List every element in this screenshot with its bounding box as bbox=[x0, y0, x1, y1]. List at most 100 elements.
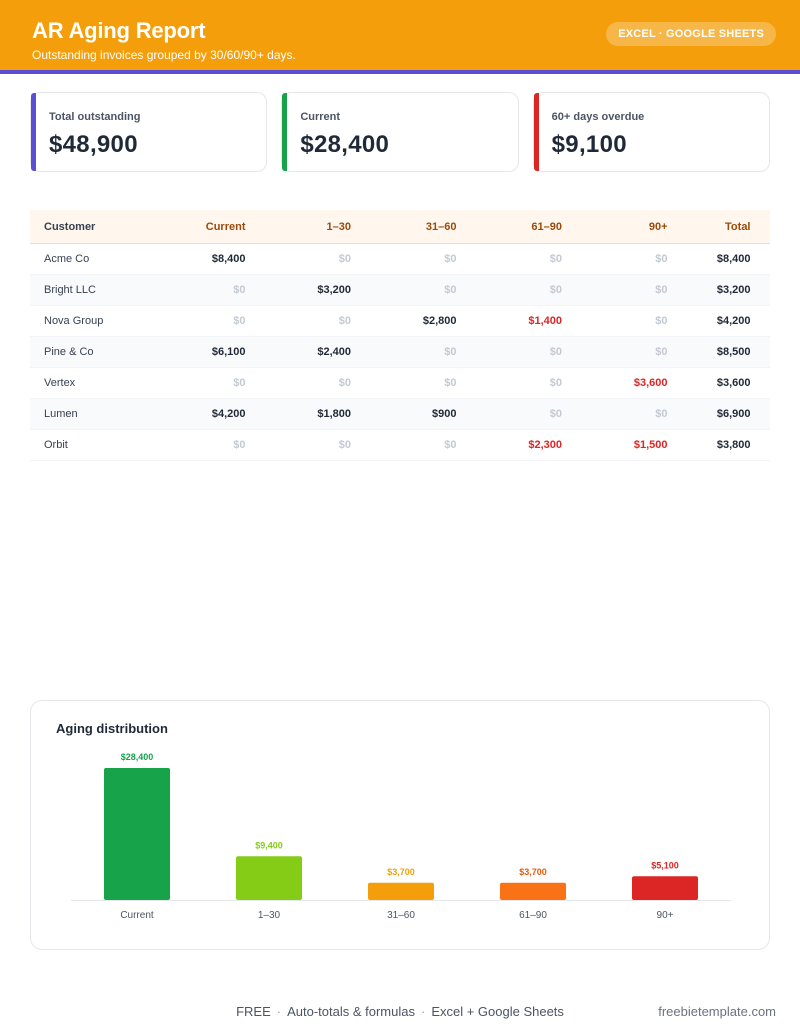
cell-31-60: $2,800 bbox=[422, 315, 457, 327]
cell-total: $6,900 bbox=[716, 408, 751, 420]
column-header-31-60: 31–60 bbox=[425, 220, 457, 233]
cell-1-30: $2,400 bbox=[317, 346, 351, 358]
cell-90-plus: $0 bbox=[655, 253, 668, 265]
bar-1 bbox=[236, 856, 302, 900]
card-value: $48,900 bbox=[49, 131, 138, 158]
bar-value-label: $5,100 bbox=[651, 860, 679, 870]
category-label: 31–60 bbox=[387, 910, 415, 921]
cell-90-plus: $0 bbox=[655, 408, 668, 420]
format-badge: EXCEL · GOOGLE SHEETS bbox=[606, 22, 776, 46]
bar-3 bbox=[500, 882, 566, 900]
table-row: Orbit $0 $0 $0 $2,300 $1,500 $3,800 bbox=[30, 430, 770, 461]
column-header-total: Total bbox=[725, 220, 751, 233]
bar-value-label: $3,700 bbox=[519, 867, 547, 877]
aging-bar-chart: $28,400 Current $9,400 1–30 $3,700 31–60 $3,70… bbox=[71, 752, 731, 921]
cell-current: $6,100 bbox=[211, 346, 246, 358]
aging-chart-card: Aging distribution $28,400 Current $9,400 1… bbox=[30, 700, 770, 950]
footer: FREE · Auto-totals & formulas · Excel + Goog… bbox=[0, 1004, 800, 1022]
column-header-61-90: 61–90 bbox=[531, 220, 562, 233]
footer-site-link[interactable]: freebietemplate.com bbox=[658, 1004, 776, 1019]
footer-item-free: FREE bbox=[236, 1004, 271, 1019]
cell-90-plus: $3,600 bbox=[633, 377, 668, 389]
cell-90-plus: $1,500 bbox=[633, 439, 668, 451]
cell-31-60: $0 bbox=[444, 346, 457, 358]
category-label: 90+ bbox=[657, 910, 674, 921]
cell-customer: Orbit bbox=[44, 439, 68, 451]
cell-61-90: $0 bbox=[549, 377, 562, 389]
cell-current: $0 bbox=[233, 377, 246, 389]
card-label: Total outstanding bbox=[49, 111, 141, 123]
cell-1-30: $1,800 bbox=[317, 408, 351, 420]
cell-61-90: $0 bbox=[549, 284, 562, 296]
table-row: Nova Group $0 $0 $2,800 $1,400 $0 $4,200 bbox=[30, 306, 770, 337]
cell-90-plus: $0 bbox=[655, 284, 668, 296]
footer-item-platforms: Excel + Google Sheets bbox=[431, 1004, 564, 1019]
header-stripe bbox=[0, 70, 800, 74]
cell-61-90: $2,300 bbox=[528, 439, 562, 451]
footer-separator: · bbox=[276, 1004, 282, 1019]
cell-31-60: $900 bbox=[432, 408, 457, 420]
cell-1-30: $3,200 bbox=[317, 284, 351, 296]
summary-cards: Total outstanding $48,900 Current $28,40… bbox=[30, 92, 770, 172]
card-value: $28,400 bbox=[300, 131, 390, 158]
category-label: 61–90 bbox=[519, 910, 547, 921]
table-body: Acme Co $8,400 $0 $0 $0 $0 $8,400 Bright LLC $0 $… bbox=[30, 244, 770, 461]
card-accent bbox=[533, 93, 539, 171]
table-row: Acme Co $8,400 $0 $0 $0 $0 $8,400 bbox=[30, 244, 770, 275]
cell-current: $0 bbox=[233, 315, 246, 327]
page-title: AR Aging Report bbox=[32, 18, 206, 43]
cell-90-plus: $0 bbox=[655, 346, 668, 358]
category-label: Current bbox=[120, 910, 154, 921]
column-header-customer: Customer bbox=[44, 220, 96, 233]
cell-31-60: $0 bbox=[444, 439, 457, 451]
category-label: 1–30 bbox=[258, 910, 281, 921]
cell-61-90: $0 bbox=[549, 346, 562, 358]
card-total-outstanding: Total outstanding $48,900 bbox=[30, 92, 268, 172]
cell-1-30: $0 bbox=[338, 377, 351, 389]
cell-customer: Pine & Co bbox=[44, 346, 94, 358]
card-current: Current $28,400 bbox=[281, 92, 519, 172]
card-value: $9,100 bbox=[551, 131, 627, 158]
bar-value-label: $3,700 bbox=[387, 867, 415, 877]
table-row: Bright LLC $0 $3,200 $0 $0 $0 $3,200 bbox=[30, 275, 770, 306]
column-header-current: Current bbox=[205, 220, 246, 233]
cell-31-60: $0 bbox=[444, 253, 457, 265]
cell-current: $0 bbox=[233, 439, 246, 451]
cell-61-90: $1,400 bbox=[528, 315, 562, 327]
cell-total: $8,500 bbox=[716, 346, 751, 358]
table-row: Vertex $0 $0 $0 $0 $3,600 $3,600 bbox=[30, 368, 770, 399]
bar-value-label: $28,400 bbox=[121, 752, 154, 762]
cell-1-30: $0 bbox=[338, 253, 351, 265]
cell-total: $3,600 bbox=[716, 377, 751, 389]
cell-total: $8,400 bbox=[716, 253, 751, 265]
bar-value-label: $9,400 bbox=[255, 840, 283, 850]
cell-61-90: $0 bbox=[549, 253, 562, 265]
cell-customer: Lumen bbox=[44, 408, 78, 420]
table-row: Lumen $4,200 $1,800 $900 $0 $0 $6,900 bbox=[30, 399, 770, 430]
card-accent bbox=[282, 93, 288, 171]
card-label: 60+ days overdue bbox=[551, 111, 645, 123]
cell-customer: Nova Group bbox=[44, 315, 104, 327]
cell-1-30: $0 bbox=[338, 439, 351, 451]
cell-current: $4,200 bbox=[211, 408, 246, 420]
cell-total: $4,200 bbox=[716, 315, 751, 327]
cell-total: $3,800 bbox=[716, 439, 751, 451]
card-overdue-60: 60+ days overdue $9,100 bbox=[532, 92, 770, 172]
card-label: Current bbox=[300, 111, 341, 123]
report-header bbox=[0, 0, 800, 70]
table-header: Customer Current 1–30 31–60 61–90 90+ To… bbox=[30, 210, 770, 244]
column-header-90-plus: 90+ bbox=[648, 220, 668, 233]
cell-total: $3,200 bbox=[716, 284, 751, 296]
table-row: Pine & Co $6,100 $2,400 $0 $0 $0 $8,500 bbox=[30, 337, 770, 368]
bar-4 bbox=[632, 876, 698, 900]
footer-item-formulas: Auto-totals & formulas bbox=[287, 1004, 415, 1019]
bar-2 bbox=[368, 882, 434, 900]
column-header-1-30: 1–30 bbox=[326, 220, 351, 233]
cell-31-60: $0 bbox=[444, 377, 457, 389]
cell-61-90: $0 bbox=[549, 408, 562, 420]
footer-separator: · bbox=[420, 1004, 426, 1019]
card-accent bbox=[31, 93, 36, 171]
cell-31-60: $0 bbox=[444, 284, 457, 296]
cell-90-plus: $0 bbox=[655, 315, 668, 327]
bar-0 bbox=[104, 768, 170, 900]
